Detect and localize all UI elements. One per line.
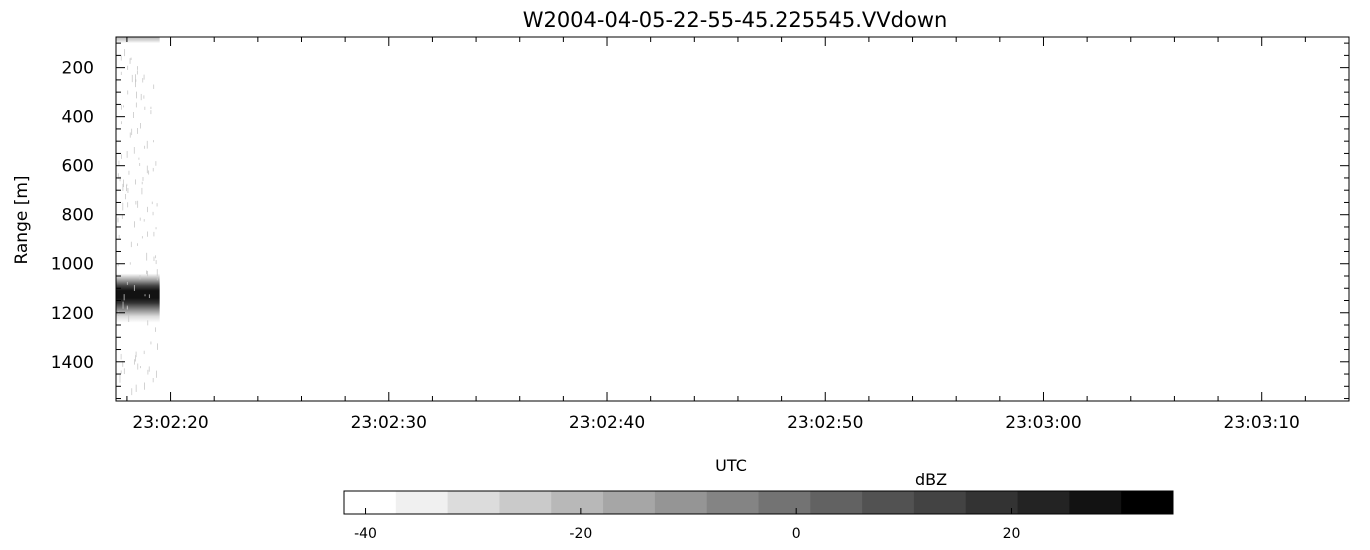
x-tick-label: 23:02:40: [569, 413, 645, 433]
colorbar-segment: [499, 491, 552, 514]
colorbar-segment: [551, 491, 604, 514]
colorbar-segment: [603, 491, 656, 514]
y-axis-label: Range [m]: [12, 175, 32, 264]
colorbar-tick-label: 20: [1003, 526, 1021, 542]
x-tick-label: 23:02:30: [351, 413, 427, 433]
colorbar-tick-label: 0: [792, 526, 801, 542]
x-axis-label: UTC: [715, 456, 747, 475]
colorbar-segment: [1069, 491, 1122, 514]
chart-title: W2004-04-05-22-55-45.225545.VVdown: [523, 8, 948, 32]
colorbar-segment: [810, 491, 863, 514]
x-tick-label: 23:02:20: [132, 413, 208, 433]
y-axis-ticks: [116, 42, 1349, 400]
y-tick-label: 600: [62, 157, 94, 177]
y-tick-label: 800: [62, 206, 94, 226]
y-tick-label: 200: [62, 59, 94, 79]
colorbar: [344, 491, 1174, 514]
x-tick-label: 23:02:50: [787, 413, 863, 433]
x-tick-label: 23:03:10: [1224, 413, 1300, 433]
y-axis-tick-labels: 200 400 600 800 1000 1200 1400: [51, 59, 94, 373]
colorbar-segment: [447, 491, 500, 514]
colorbar-segment: [913, 491, 967, 514]
y-tick-label: 1200: [51, 304, 94, 324]
colorbar-frame: [343, 490, 1174, 515]
colorbar-tick-label: -20: [569, 526, 592, 542]
plot-frame: [115, 36, 1350, 402]
colorbar-ticks: -40 -20 0 20: [354, 508, 1020, 542]
colorbar-segment: [344, 491, 397, 514]
colorbar-segment: [654, 491, 708, 514]
colorbar-tick-label: -40: [354, 526, 377, 542]
colorbar-label: dBZ: [915, 470, 947, 489]
colorbar-segment: [758, 491, 811, 514]
y-tick-label: 400: [62, 108, 94, 128]
colorbar-segment: [1121, 491, 1174, 514]
heatmap-data: [116, 37, 160, 401]
colorbar-segment: [965, 491, 1019, 514]
x-tick-label: 23:03:00: [1005, 413, 1081, 433]
y-tick-label: 1400: [51, 353, 94, 373]
y-tick-label: 1000: [51, 255, 94, 275]
colorbar-segment: [1017, 491, 1070, 514]
x-axis-ticks: [126, 37, 1350, 401]
colorbar-segment: [395, 491, 449, 514]
x-axis-tick-labels: 23:02:20 23:02:30 23:02:40 23:02:50 23:03:00…: [132, 413, 1300, 433]
colorbar-segment: [862, 491, 915, 514]
heatmap-column: [116, 37, 160, 401]
colorbar-segment: [706, 491, 759, 514]
